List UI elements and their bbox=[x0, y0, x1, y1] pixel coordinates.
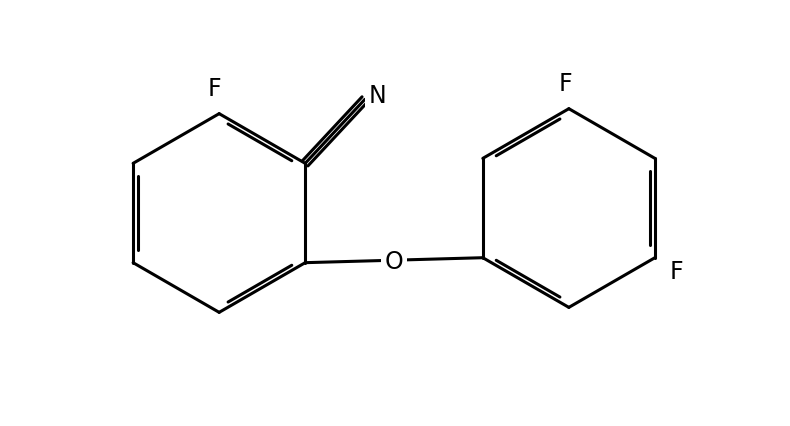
Text: F: F bbox=[207, 77, 221, 101]
Text: N: N bbox=[369, 84, 386, 108]
Text: F: F bbox=[670, 259, 683, 284]
Text: O: O bbox=[385, 250, 404, 274]
Text: F: F bbox=[559, 72, 573, 96]
